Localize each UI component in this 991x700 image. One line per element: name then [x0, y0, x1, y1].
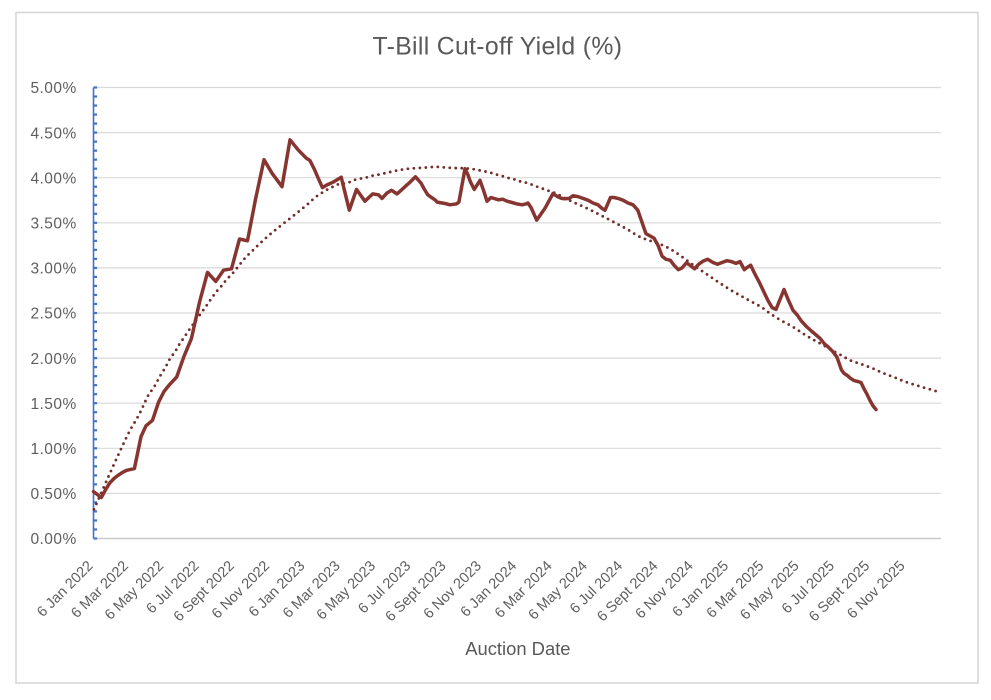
svg-text:3.00%: 3.00%: [30, 261, 76, 278]
svg-text:2.50%: 2.50%: [30, 306, 76, 323]
svg-text:5.00%: 5.00%: [30, 80, 76, 97]
svg-text:2.00%: 2.00%: [30, 351, 76, 368]
svg-text:1.50%: 1.50%: [30, 396, 76, 413]
svg-text:0.50%: 0.50%: [30, 486, 76, 503]
svg-text:1.00%: 1.00%: [30, 441, 76, 458]
svg-text:4.50%: 4.50%: [30, 125, 76, 142]
svg-text:4.00%: 4.00%: [30, 170, 76, 187]
svg-text:Auction Date: Auction Date: [465, 638, 570, 659]
svg-text:3.50%: 3.50%: [30, 216, 76, 233]
svg-text:T-Bill Cut-off Yield (%): T-Bill Cut-off Yield (%): [373, 34, 623, 61]
svg-text:0.00%: 0.00%: [30, 531, 76, 548]
